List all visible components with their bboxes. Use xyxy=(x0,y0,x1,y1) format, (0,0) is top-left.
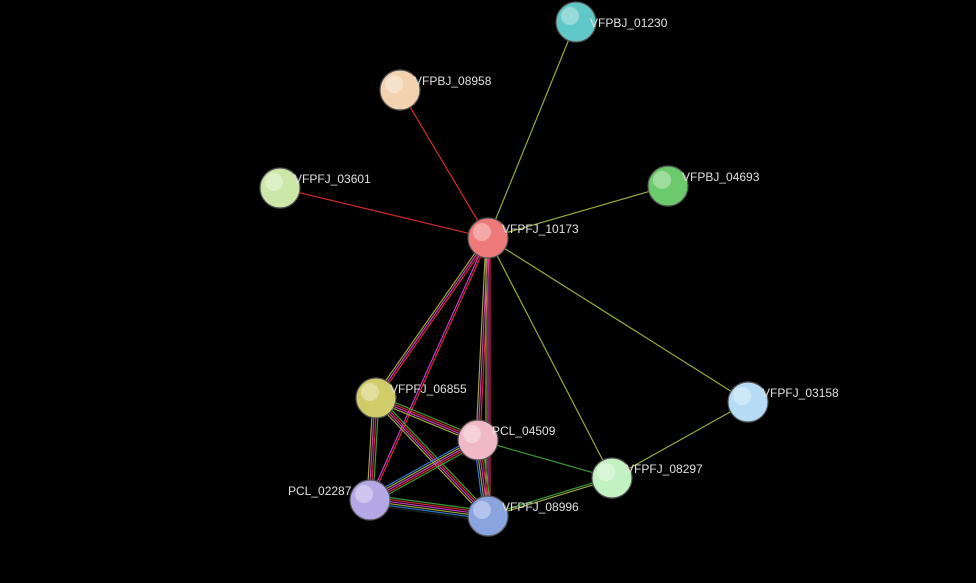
edge xyxy=(410,107,478,221)
edge xyxy=(392,410,476,499)
graph-node[interactable] xyxy=(380,70,420,110)
graph-node[interactable] xyxy=(468,218,508,258)
graph-svg xyxy=(0,0,976,583)
edge xyxy=(389,256,478,383)
edge xyxy=(386,446,459,487)
edges-layer xyxy=(299,41,731,519)
graph-node[interactable] xyxy=(260,168,300,208)
edge xyxy=(388,415,472,504)
edge xyxy=(396,403,461,430)
node-highlight xyxy=(653,171,671,189)
node-highlight xyxy=(355,485,373,503)
node-highlight xyxy=(463,425,481,443)
node-highlight xyxy=(733,387,751,405)
edge xyxy=(387,448,460,489)
graph-node[interactable] xyxy=(592,458,632,498)
nodes-layer xyxy=(260,2,768,536)
edge xyxy=(507,485,593,511)
graph-node[interactable] xyxy=(648,166,688,206)
node-highlight xyxy=(385,75,403,93)
node-highlight xyxy=(473,223,491,241)
network-graph: VFPBJ_01230VFPBJ_08958VFPFJ_03601VFPBJ_0… xyxy=(0,0,976,583)
edge xyxy=(497,256,603,460)
node-highlight xyxy=(597,463,615,481)
edge xyxy=(387,254,476,381)
node-highlight xyxy=(265,173,283,191)
edge xyxy=(477,258,485,420)
edge xyxy=(507,483,593,509)
edge xyxy=(389,413,473,502)
edge xyxy=(505,249,731,392)
graph-node[interactable] xyxy=(728,382,768,422)
graph-node[interactable] xyxy=(350,480,390,520)
node-highlight xyxy=(473,501,491,519)
graph-node[interactable] xyxy=(458,420,498,460)
node-highlight xyxy=(361,383,379,401)
edge xyxy=(507,192,649,233)
node-highlight xyxy=(561,7,579,25)
edge xyxy=(299,193,468,234)
graph-node[interactable] xyxy=(468,496,508,536)
edge xyxy=(496,41,569,220)
graph-node[interactable] xyxy=(556,2,596,42)
edge xyxy=(387,450,460,491)
edge xyxy=(497,445,593,472)
graph-node[interactable] xyxy=(356,378,396,418)
edge xyxy=(386,253,475,380)
edge xyxy=(629,412,730,468)
